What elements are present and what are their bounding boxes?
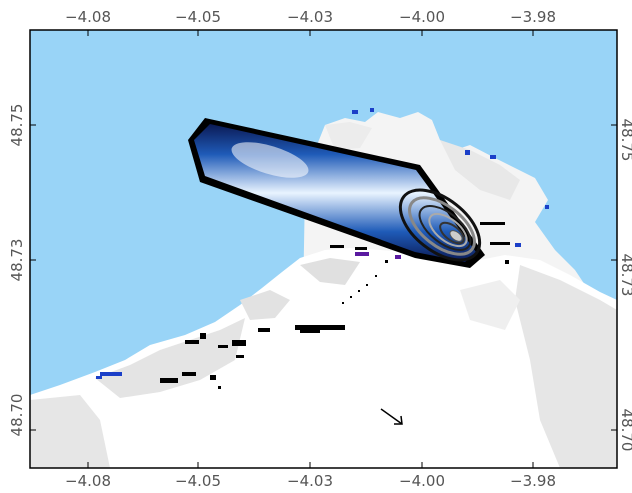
- bottom-tick-label: −4.00: [399, 472, 445, 490]
- bottom-tick-label: −4.05: [175, 472, 221, 490]
- bottom-tick-labels: −4.08 −4.05 −4.03 −4.00 −3.98: [65, 472, 556, 490]
- right-tick-label: 48.73: [618, 254, 632, 297]
- bottom-tick-label: −3.98: [510, 472, 556, 490]
- top-tick-label: −4.03: [287, 8, 333, 26]
- left-tick-label: 48.75: [8, 104, 26, 147]
- right-tick-label: 48.75: [618, 119, 632, 162]
- top-tick-labels: −4.08 −4.05 −4.03 −4.00 −3.98: [65, 8, 556, 26]
- bottom-tick-label: −4.03: [287, 472, 333, 490]
- top-tick-label: −4.00: [399, 8, 445, 26]
- right-tick-label: 48.70: [618, 409, 632, 452]
- left-tick-label: 48.73: [8, 239, 26, 282]
- left-tick-labels: 48.75 48.73 48.70: [8, 104, 26, 437]
- direction-arrow-icon: [380, 408, 403, 425]
- map-frame: [29, 29, 618, 469]
- top-tick-label: −3.98: [510, 8, 556, 26]
- bottom-tick-label: −4.08: [65, 472, 111, 490]
- coastline-land: [30, 112, 617, 468]
- x-ticks: [30, 30, 617, 468]
- top-tick-label: −4.08: [65, 8, 111, 26]
- concentric-rings-source: [398, 188, 482, 262]
- black-rocks: [160, 222, 510, 389]
- right-tick-labels: 48.75 48.73 48.70: [618, 119, 632, 452]
- top-tick-label: −4.05: [175, 8, 221, 26]
- left-tick-label: 48.70: [8, 394, 26, 437]
